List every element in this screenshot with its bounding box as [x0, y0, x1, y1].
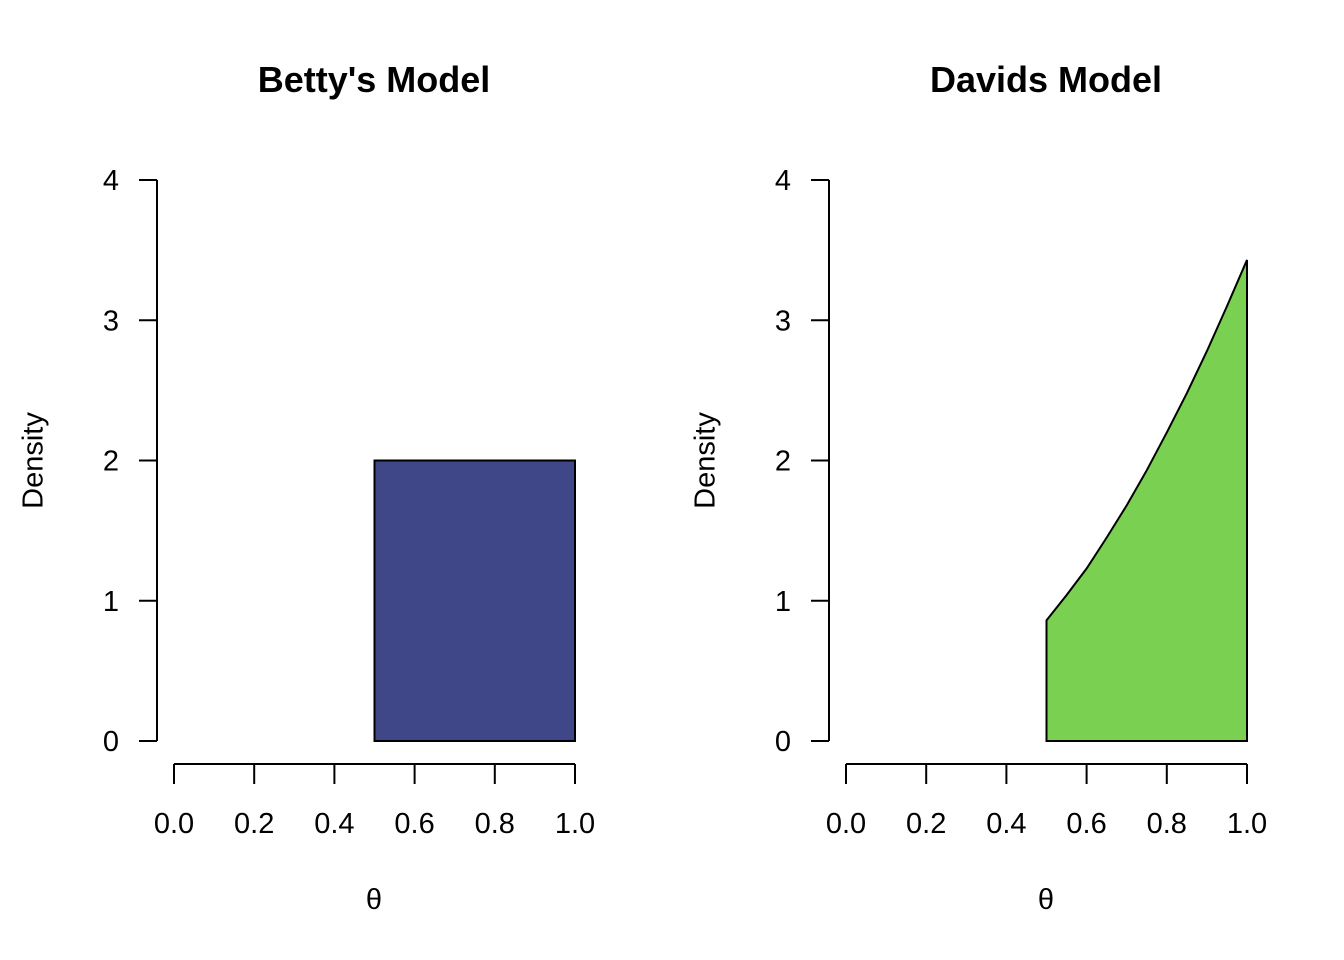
- x-tick-label: 1.0: [555, 808, 595, 840]
- chart-title: Betty's Model: [258, 59, 491, 100]
- y-axis-label: Density: [18, 412, 50, 509]
- y-tick-label: 1: [103, 586, 119, 618]
- x-tick-label: 1.0: [1227, 808, 1267, 840]
- y-tick-label: 2: [775, 446, 791, 478]
- x-tick-label: 0.4: [986, 808, 1026, 840]
- x-tick-label: 0.0: [154, 808, 194, 840]
- x-tick-label: 0.6: [394, 808, 434, 840]
- x-tick-label: 0.6: [1066, 808, 1106, 840]
- betty-model-panel: Betty's Model 0 1 2 3 4 0.0 0.2 0.4 0.6 0.8 1.0 θ Den…: [18, 59, 596, 916]
- x-tick-label: 0.4: [314, 808, 354, 840]
- y-tick-label: 1: [775, 586, 791, 618]
- x-axis-label: θ: [1038, 884, 1054, 916]
- x-tick-label: 0.2: [234, 808, 274, 840]
- y-tick-label: 3: [103, 305, 119, 337]
- x-tick-label: 0.8: [1147, 808, 1187, 840]
- y-tick-label: 3: [775, 305, 791, 337]
- y-tick-label: 4: [775, 165, 791, 197]
- chart-title: Davids Model: [930, 59, 1162, 100]
- density-area: [373, 459, 576, 742]
- y-tick-label: 0: [103, 726, 119, 758]
- x-axis-label: θ: [366, 884, 382, 916]
- y-tick-label: 0: [775, 726, 791, 758]
- x-tick-label: 0.0: [826, 808, 866, 840]
- y-tick-label: 2: [103, 446, 119, 478]
- density-area: [1045, 259, 1248, 742]
- y-tick-label: 4: [103, 165, 119, 197]
- davids-model-panel: Davids Model 0 1 2 3 4 0.0 0.2 0.4 0.6 0.8 1.0 θ Dens…: [690, 59, 1268, 916]
- y-axis-label: Density: [690, 412, 722, 509]
- x-tick-label: 0.2: [906, 808, 946, 840]
- x-tick-label: 0.8: [475, 808, 515, 840]
